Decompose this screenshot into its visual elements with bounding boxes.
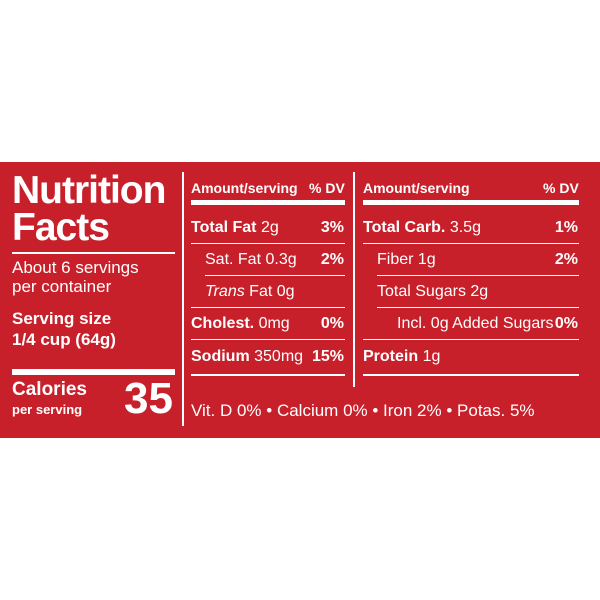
mid-header-dv: % DV: [309, 180, 345, 196]
cholesterol-amount: 0mg: [258, 315, 290, 332]
cholesterol-dv: 0%: [320, 315, 344, 332]
sodium-name: Sodium: [191, 348, 250, 365]
vitamins-minerals-line: Vit. D 0% • Calcium 0% • Iron 2% • Potas…: [191, 401, 535, 420]
sat-fat-name: Sat. Fat: [205, 251, 262, 268]
trans-fat-amount: 0g: [276, 283, 295, 300]
servings-line-2: per container: [12, 277, 112, 296]
total-fat-amount: 2g: [260, 219, 279, 236]
fiber-amount: 1g: [417, 251, 436, 268]
total-sugars-name: Total Sugars: [377, 283, 466, 300]
row-sodium: Sodium 350mg: [191, 348, 303, 366]
mid-rule-3: [191, 307, 345, 308]
divider-middle: [353, 172, 355, 387]
mid-rule-4: [191, 339, 345, 340]
row-total-carb: Total Carb. 3.5g: [363, 219, 481, 237]
calories-sub-label: per serving: [12, 402, 83, 417]
serving-size-label: Serving size: [12, 309, 112, 328]
added-sugars-dv: 0%: [554, 315, 578, 332]
title-line-1: Nutrition: [12, 169, 166, 212]
mid-rule-2: [205, 275, 345, 276]
right-bottom-rule: [363, 374, 579, 376]
row-added-sugars: Incl. 0g Added Sugars: [397, 315, 554, 333]
sodium-amount: 350mg: [254, 348, 304, 365]
sat-fat-amount: 0.3g: [265, 251, 297, 268]
row-trans-fat: Trans Fat 0g: [205, 283, 295, 301]
calories-value: 35: [124, 374, 173, 423]
trans-fat-name: Fat: [249, 283, 273, 300]
nutrition-facts-panel: Nutrition Facts About 6 servings per con…: [0, 162, 600, 438]
total-carb-name: Total Carb.: [363, 219, 446, 236]
row-fiber: Fiber 1g: [377, 251, 436, 269]
right-rule-1: [363, 243, 579, 244]
title-rule: [12, 252, 175, 254]
added-sugars-name: Incl. 0g Added Sugars: [397, 315, 554, 332]
cholesterol-name: Cholest.: [191, 315, 255, 332]
total-carb-dv: 1%: [554, 219, 578, 236]
right-header-rule: [363, 200, 579, 205]
calories-label: Calories: [12, 379, 87, 400]
fiber-dv: 2%: [554, 251, 578, 268]
row-sat-fat: Sat. Fat 0.3g: [205, 251, 297, 269]
trans-italic: Trans: [205, 283, 245, 300]
row-protein: Protein 1g: [363, 348, 440, 366]
title-line-2: Facts: [12, 206, 110, 249]
protein-name: Protein: [363, 348, 419, 365]
right-rule-2: [377, 275, 579, 276]
mid-header-amount: Amount/serving: [191, 180, 298, 196]
total-carb-amount: 3.5g: [449, 219, 481, 236]
calories-thick-rule: [12, 369, 175, 375]
sodium-dv: 15%: [311, 348, 344, 365]
row-total-fat: Total Fat 2g: [191, 219, 279, 237]
sat-fat-dv: 2%: [320, 251, 344, 268]
right-rule-3: [377, 307, 579, 308]
row-cholesterol: Cholest. 0mg: [191, 315, 290, 333]
right-header-amount: Amount/serving: [363, 180, 470, 196]
total-sugars-amount: 2g: [470, 283, 489, 300]
protein-amount: 1g: [422, 348, 441, 365]
row-total-sugars: Total Sugars 2g: [377, 283, 488, 301]
divider-left: [182, 172, 184, 426]
total-fat-dv: 3%: [320, 219, 344, 236]
mid-bottom-rule: [191, 374, 345, 376]
right-rule-4: [363, 339, 579, 340]
mid-rule-1: [191, 243, 345, 244]
servings-line-1: About 6 servings: [12, 258, 139, 277]
fiber-name: Fiber: [377, 251, 414, 268]
mid-header-rule: [191, 200, 345, 205]
total-fat-name: Total Fat: [191, 219, 257, 236]
right-header-dv: % DV: [543, 180, 579, 196]
serving-size-value: 1/4 cup (64g): [12, 330, 116, 349]
